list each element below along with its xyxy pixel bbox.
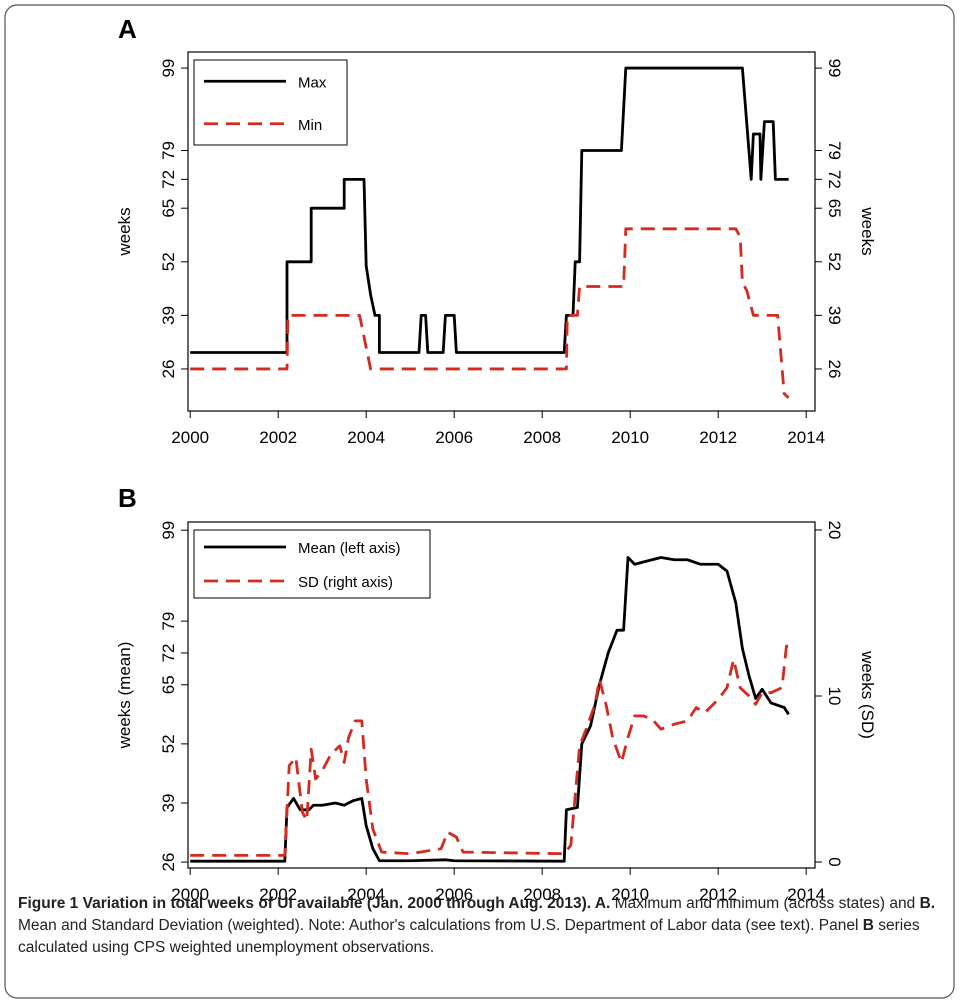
x-tick-label: 2002 (259, 428, 297, 447)
plot-frame (187, 521, 816, 869)
x-tick-label: 2014 (787, 428, 825, 447)
y2-tick-label: 65 (825, 199, 844, 218)
x-tick-label: 2002 (259, 885, 297, 904)
caption: Figure 1 Variation in total weeks of UI … (18, 893, 948, 959)
y-tick-label: 65 (159, 675, 178, 694)
x-tick-label: 2012 (699, 428, 737, 447)
y-tick-label: 39 (159, 306, 178, 325)
legend-box (193, 59, 348, 146)
y2-tick-label: 72 (825, 170, 844, 189)
y2-tick-label: 26 (825, 359, 844, 378)
y-axis-title: weeks (115, 207, 134, 256)
caption-text: B. (919, 895, 936, 912)
x-tick-label: 2010 (611, 885, 649, 904)
y2-tick-label: 99 (825, 59, 844, 78)
y2-tick-label: 0 (825, 857, 844, 866)
panel-label: B (118, 483, 137, 513)
x-tick-label: 2008 (523, 428, 561, 447)
x-tick-label: 2014 (787, 885, 825, 904)
x-tick-label: 2006 (435, 428, 473, 447)
x-tick-label: 2000 (171, 428, 209, 447)
x-tick-label: 2008 (523, 885, 561, 904)
y2-tick-label: 52 (825, 252, 844, 271)
y-tick-label: 99 (159, 59, 178, 78)
y-tick-label: 79 (159, 612, 178, 631)
legend-box (193, 529, 431, 599)
y-tick-label: 39 (159, 794, 178, 813)
y-axis-title: weeks (mean) (115, 642, 134, 750)
x-tick-label: 2006 (435, 885, 473, 904)
x-tick-label: 2004 (347, 885, 385, 904)
y-tick-label: 72 (159, 643, 178, 662)
plot-frame (187, 51, 816, 412)
x-tick-label: 2000 (171, 885, 209, 904)
x-tick-label: 2004 (347, 428, 385, 447)
series-line (190, 556, 790, 863)
legend-label: SD (right axis) (298, 574, 393, 591)
caption-text: Maximum and minimum (across states) and (610, 895, 920, 912)
y-tick-label: 99 (159, 521, 178, 540)
y-tick-label: 72 (159, 170, 178, 189)
series-line (190, 66, 789, 354)
legend-label: Max (298, 74, 327, 91)
y2-axis-title: weeks (SD) (858, 650, 877, 739)
caption-text: B (862, 917, 874, 934)
y-tick-label: 52 (159, 734, 178, 753)
legend-label: Min (298, 117, 322, 134)
legend-label: Mean (left axis) (298, 540, 401, 557)
x-tick-label: 2010 (611, 428, 649, 447)
caption-text: series calculated using CPS weighted une… (18, 917, 920, 956)
series-line (190, 227, 790, 399)
y-tick-label: 26 (159, 359, 178, 378)
panel-label: A (118, 14, 137, 44)
caption-text: Mean and Standard Deviation (weighted). … (18, 917, 863, 934)
series-line (190, 644, 789, 857)
y2-tick-label: 10 (825, 687, 844, 706)
caption-text: Figure 1 Variation in total weeks of UI … (18, 895, 611, 912)
y2-tick-label: 20 (825, 521, 844, 540)
figure-border (4, 4, 955, 999)
y-tick-label: 65 (159, 199, 178, 218)
x-tick-label: 2012 (699, 885, 737, 904)
y-tick-label: 79 (159, 141, 178, 160)
y-tick-label: 52 (159, 252, 178, 271)
y2-tick-label: 79 (825, 141, 844, 160)
y2-axis-title: weeks (858, 206, 877, 255)
y-tick-label: 26 (159, 853, 178, 872)
y2-tick-label: 39 (825, 306, 844, 325)
